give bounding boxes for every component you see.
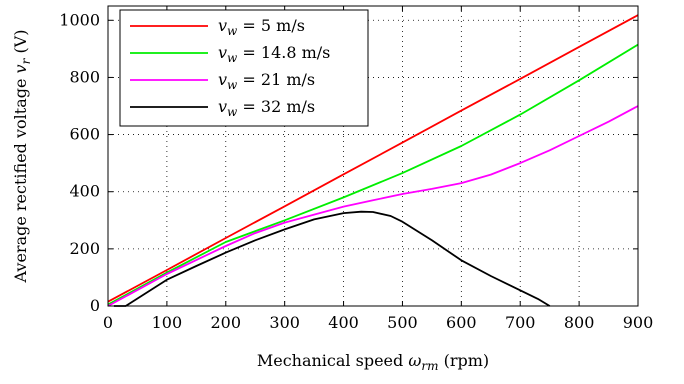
plot-frame <box>107 5 639 307</box>
legend-label-sub: w <box>227 24 238 38</box>
y-axis-label-main: Average rectified voltage <box>11 73 30 283</box>
y-axis-label-unit: (V) <box>11 30 30 59</box>
y-axis-label: Average rectified voltage vr (V) <box>11 30 33 284</box>
series-lines <box>107 14 639 307</box>
legend-label-var: v <box>218 16 227 35</box>
legend-label-value: = 14.8 m/s <box>237 43 330 62</box>
legend: vw = 5 m/svw = 14.8 m/svw = 21 m/svw = 3… <box>119 9 369 127</box>
series-line-4 <box>113 210 551 307</box>
y-tick-label: 0 <box>90 296 100 315</box>
x-axis-label-symbol: ω <box>408 351 421 370</box>
x-tick-label: 500 <box>387 313 418 332</box>
legend-label-sub: w <box>227 105 238 119</box>
legend-label-var: v <box>218 97 227 116</box>
x-tick-label: 600 <box>446 313 477 332</box>
series-line-3 <box>107 105 639 307</box>
legend-label: vw = 5 m/s <box>218 16 305 38</box>
legend-label: vw = 21 m/s <box>218 70 315 92</box>
x-tick-label: 200 <box>211 313 242 332</box>
x-tick-label: 700 <box>505 313 536 332</box>
series-line-1 <box>107 14 639 303</box>
x-tick-label: 800 <box>564 313 595 332</box>
y-tick-label: 600 <box>69 125 100 144</box>
y-tick-label: 400 <box>69 182 100 201</box>
legend-label-value: = 5 m/s <box>237 16 305 35</box>
y-axis-label-symbol: v <box>11 64 30 73</box>
x-axis-label: Mechanical speed ωrm (rpm) <box>257 351 489 373</box>
y-tick-label: 800 <box>69 67 100 86</box>
x-axis-label-subscript: rm <box>421 359 438 373</box>
legend-label-value: = 21 m/s <box>237 70 315 89</box>
y-tick-label: 1000 <box>59 10 100 29</box>
legend-label: vw = 32 m/s <box>218 97 315 119</box>
x-tick-label: 300 <box>269 313 300 332</box>
legend-label-var: v <box>218 43 227 62</box>
series-line-2 <box>107 43 639 306</box>
legend-label-value: = 32 m/s <box>237 97 315 116</box>
y-tick-label: 200 <box>69 239 100 258</box>
legend-label: vw = 14.8 m/s <box>218 43 330 65</box>
x-axis-label-main: Mechanical speed <box>257 351 409 370</box>
x-tick-label: 900 <box>623 313 654 332</box>
legend-label-var: v <box>218 70 227 89</box>
x-tick-label: 0 <box>103 313 113 332</box>
legend-label-sub: w <box>227 51 238 65</box>
y-axis-label-subscript: r <box>19 57 33 64</box>
x-axis-label-unit: (rpm) <box>439 351 490 370</box>
x-tick-label: 400 <box>328 313 359 332</box>
x-tick-label: 100 <box>152 313 183 332</box>
legend-label-sub: w <box>227 78 238 92</box>
